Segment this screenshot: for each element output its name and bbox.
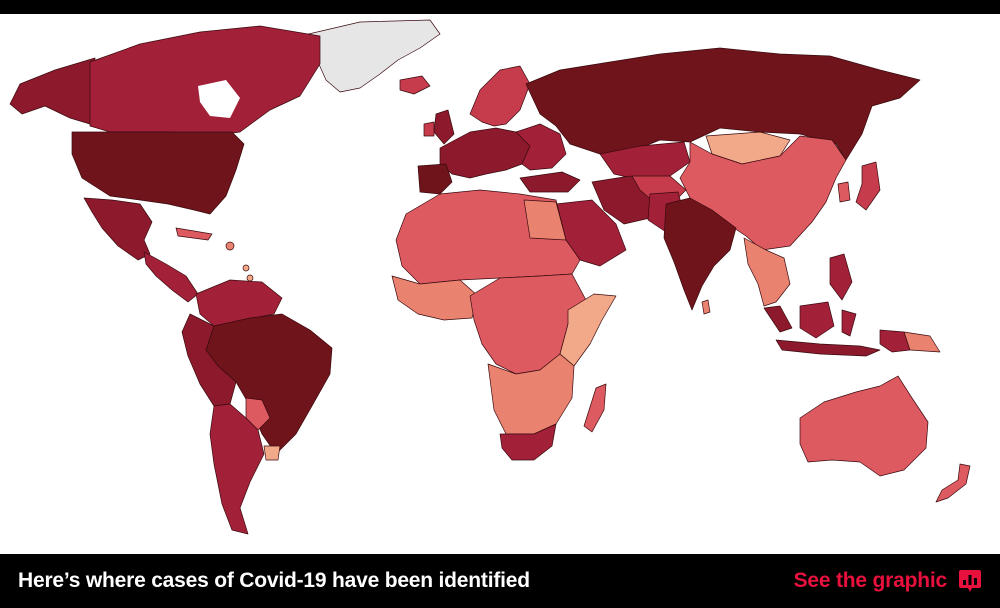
region-turkey [519, 171, 581, 193]
region-colombia-venezuela [195, 279, 283, 327]
region-sri-lanka [701, 299, 711, 315]
region-india [663, 197, 737, 311]
region-madagascar [583, 383, 607, 433]
region-korea [837, 181, 851, 203]
region-paraguay [245, 397, 271, 431]
region-eastern-europe [515, 123, 567, 171]
region-southeast-asia [743, 237, 791, 307]
region-europe-west [439, 127, 531, 179]
region-scandinavia [469, 65, 531, 127]
region-west-africa [391, 275, 479, 321]
top-bar [0, 0, 1000, 14]
see-the-graphic-label: See the graphic [793, 569, 948, 592]
world-map-svg [9, 19, 971, 535]
region-argentina-chile [209, 403, 265, 535]
headline: Here’s where cases of Covid-19 have been… [18, 569, 530, 592]
region-egypt [523, 199, 567, 241]
world-map [0, 14, 1000, 554]
footer-bar: Here’s where cases of Covid-19 have been… [0, 554, 1000, 608]
region-malaysia [763, 305, 793, 333]
region-kazakhstan [599, 141, 691, 181]
region-central-america [143, 251, 199, 303]
region-mexico [83, 197, 153, 261]
region-papua [879, 329, 911, 353]
region-philippines [829, 253, 853, 301]
region-caribbean-1 [225, 241, 235, 251]
region-uk [433, 109, 455, 145]
region-caribbean-3 [246, 274, 254, 282]
see-the-graphic-link[interactable]: See the graphic [794, 568, 983, 594]
region-ireland [423, 121, 435, 137]
region-alaska [9, 57, 96, 125]
region-greenland [299, 19, 441, 93]
region-southern-africa [487, 353, 575, 435]
region-canada [89, 25, 321, 137]
region-iceland [399, 75, 431, 95]
region-caribbean-2 [242, 264, 250, 272]
bar-chart-icon [959, 570, 981, 592]
region-cuba [175, 227, 213, 241]
hudson-bay [198, 80, 240, 118]
region-new-zealand [935, 463, 971, 503]
region-iberia [417, 163, 453, 195]
region-japan [855, 161, 881, 211]
region-usa [71, 131, 245, 215]
region-borneo [799, 301, 835, 339]
region-sulawesi [841, 309, 857, 337]
region-indonesia [775, 339, 881, 357]
region-south-africa [499, 423, 557, 461]
region-australia [799, 375, 929, 477]
region-uruguay [263, 445, 281, 461]
region-east-africa [559, 293, 617, 367]
region-papua-new-guinea [903, 331, 941, 353]
